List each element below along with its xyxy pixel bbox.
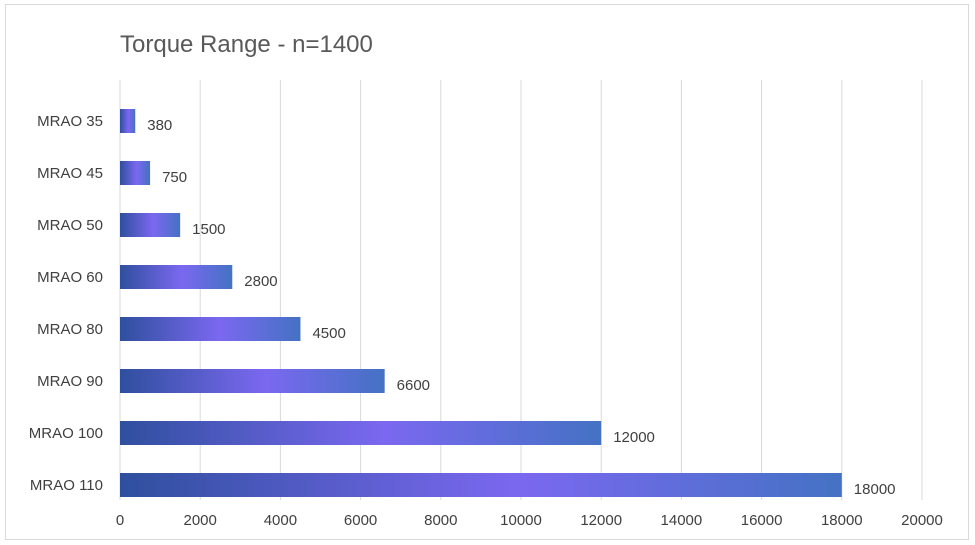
- x-tick-label: 20000: [901, 512, 943, 529]
- category-label: MRAO 110: [30, 477, 103, 494]
- category-label: MRAO 90: [37, 373, 103, 390]
- bar: [120, 161, 151, 185]
- x-tick-label: 8000: [424, 512, 457, 529]
- category-labels: MRAO 35 MRAO 45 MRAO 50 MRAO 60 MRAO 80 MRAO …: [29, 113, 103, 494]
- x-tick-labels: 0 2000 4000 6000 8000 10000 12000 14000 16000 180…: [116, 512, 943, 529]
- data-label: 4500: [312, 325, 345, 342]
- data-label: 380: [147, 117, 172, 134]
- bar: [120, 473, 842, 497]
- bar: [120, 369, 385, 393]
- x-tick-label: 18000: [821, 512, 863, 529]
- data-label: 1500: [192, 221, 225, 238]
- bars: [120, 109, 842, 497]
- data-label: 750: [162, 169, 187, 186]
- bar: [120, 421, 602, 445]
- category-label: MRAO 80: [37, 321, 103, 338]
- data-label: 6600: [397, 377, 430, 394]
- category-label: MRAO 60: [37, 269, 103, 286]
- x-tick-label: 4000: [264, 512, 297, 529]
- data-labels: 380 750 1500 2800 4500 6600 12000 18000: [147, 117, 895, 498]
- data-label: 2800: [244, 273, 277, 290]
- bar: [120, 317, 301, 341]
- x-tick-label: 2000: [184, 512, 217, 529]
- x-tick-label: 0: [116, 512, 124, 529]
- category-label: MRAO 50: [37, 217, 103, 234]
- x-tick-label: 14000: [661, 512, 703, 529]
- bar: [120, 213, 181, 237]
- category-label: MRAO 45: [37, 165, 103, 182]
- chart-title: Torque Range - n=1400: [120, 31, 373, 58]
- x-tick-label: 12000: [580, 512, 622, 529]
- x-tick-label: 6000: [344, 512, 377, 529]
- data-label: 12000: [613, 429, 655, 446]
- x-tick-label: 16000: [741, 512, 783, 529]
- category-label: MRAO 35: [37, 113, 103, 130]
- category-label: MRAO 100: [29, 425, 103, 442]
- bar: [120, 109, 136, 133]
- data-label: 18000: [854, 481, 896, 498]
- x-tick-label: 10000: [500, 512, 542, 529]
- bar: [120, 265, 233, 289]
